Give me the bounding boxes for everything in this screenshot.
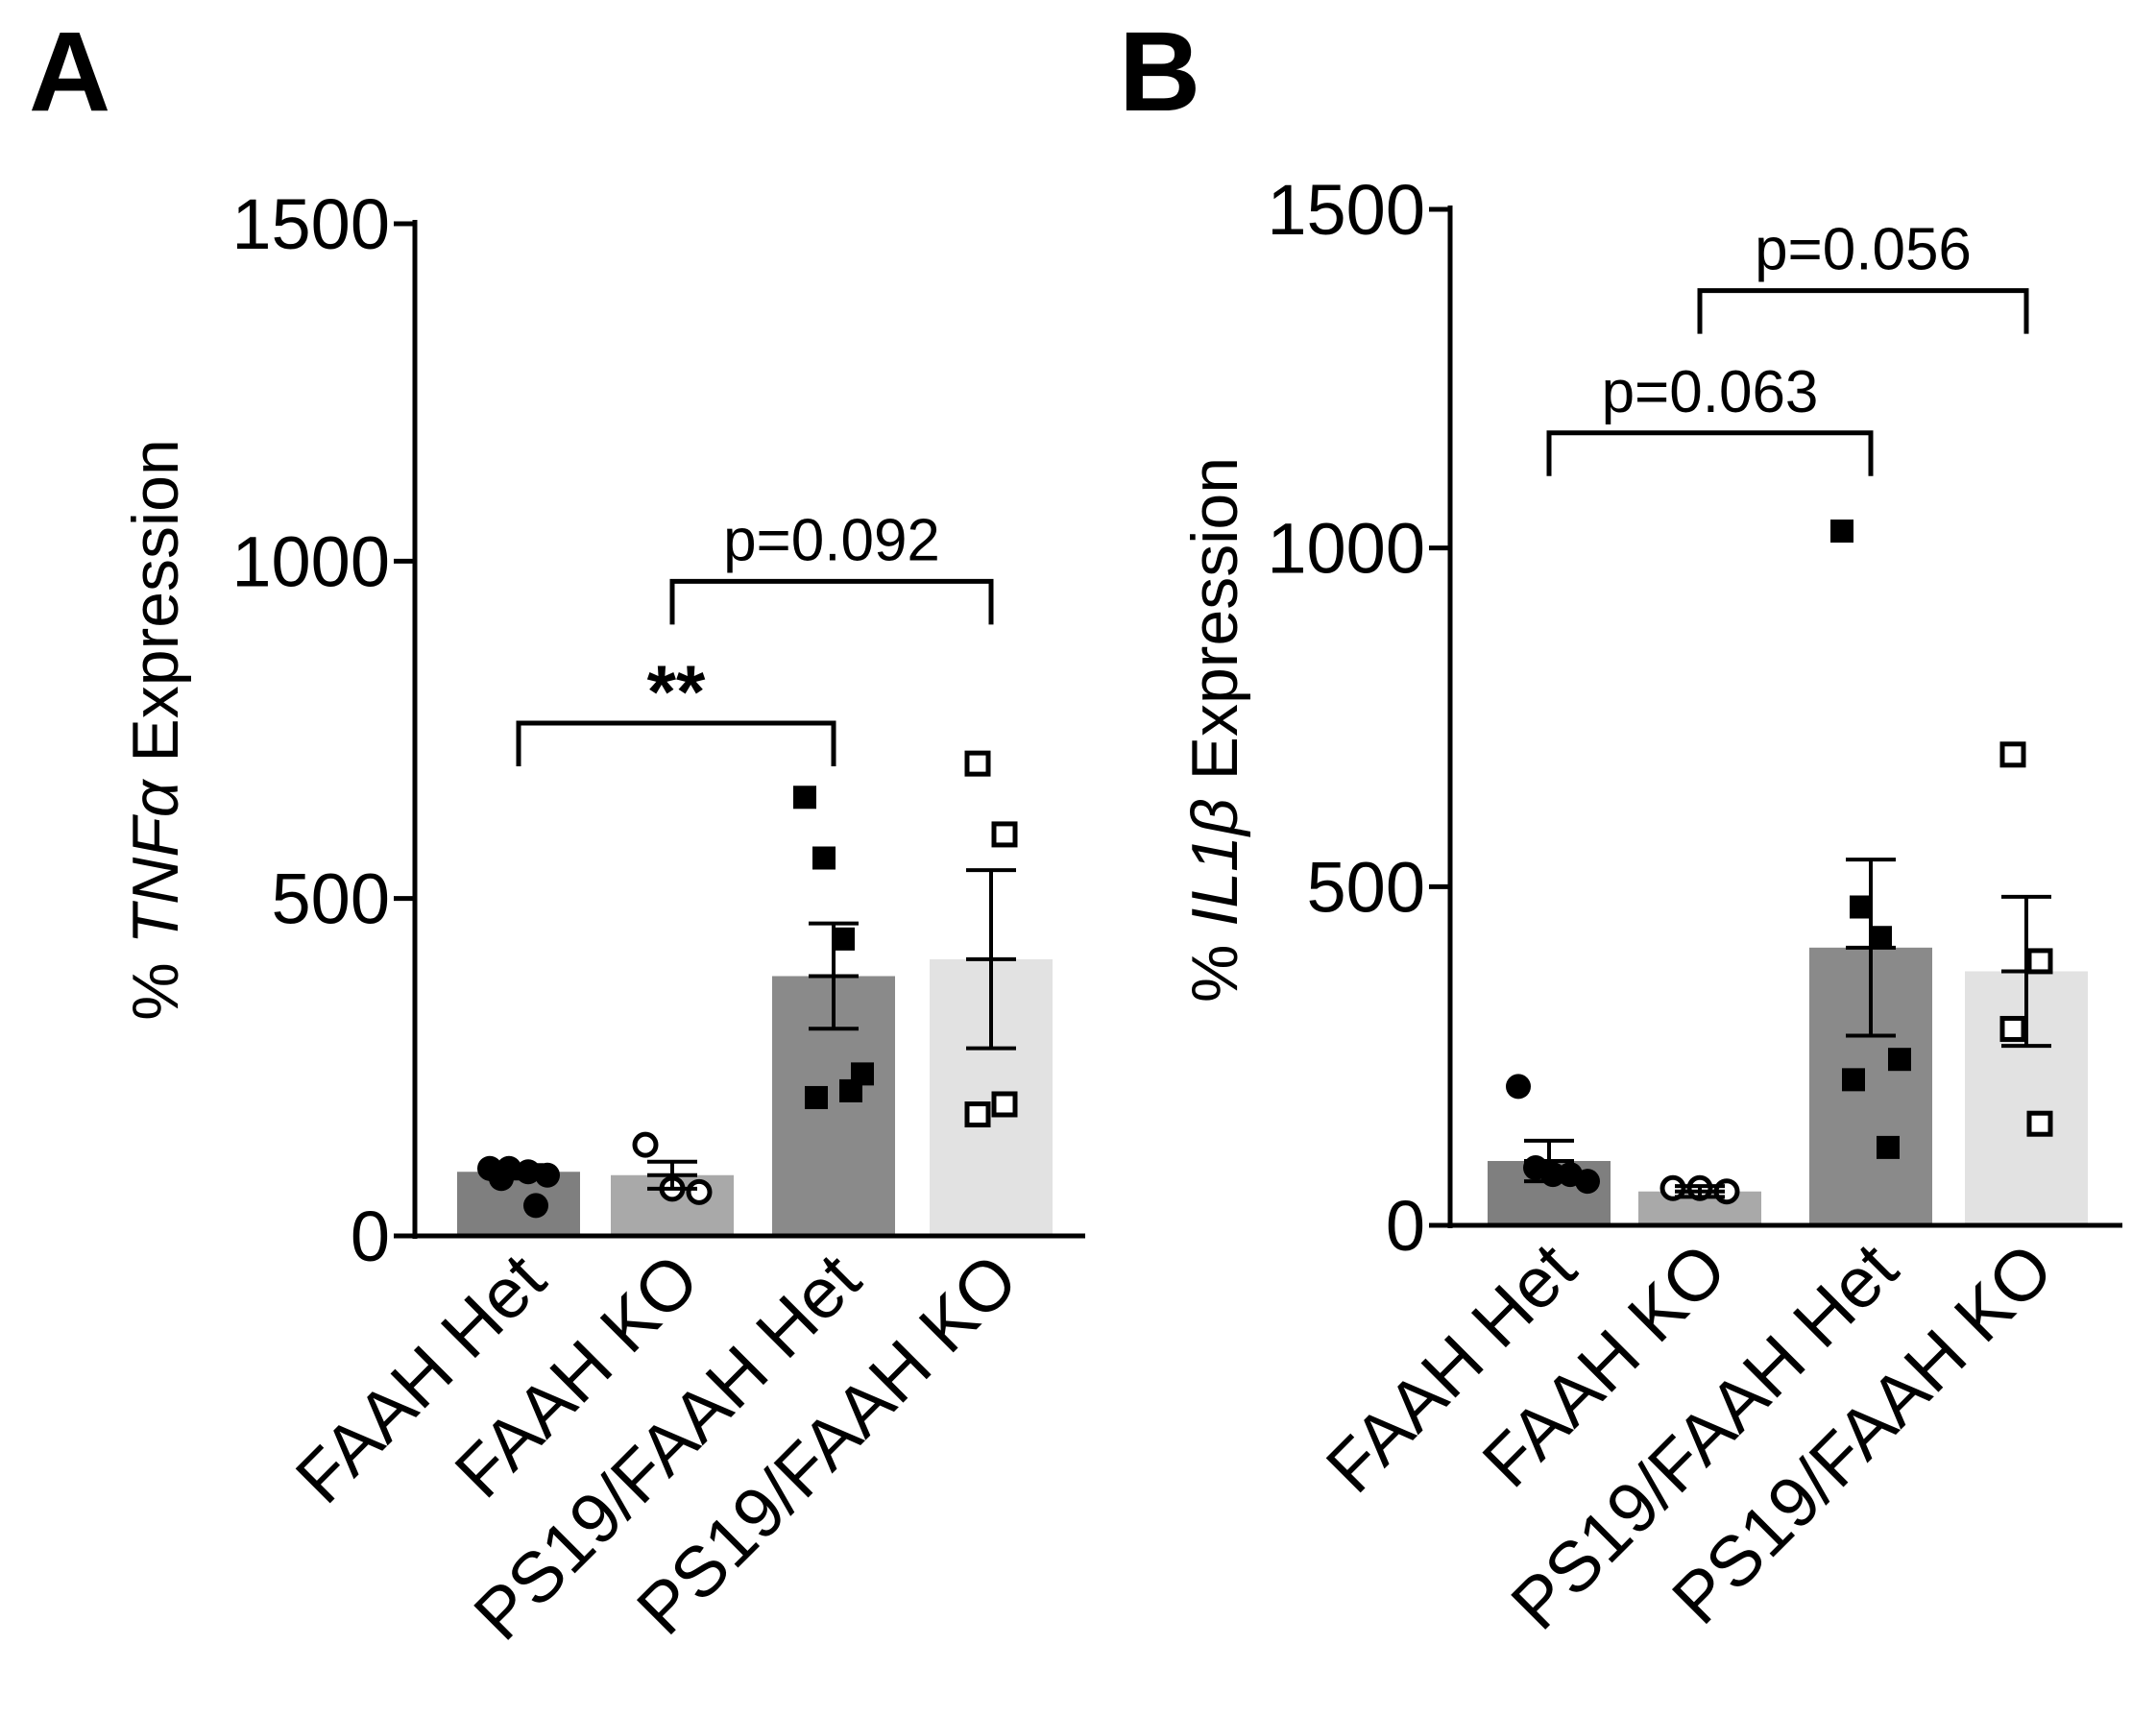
data-point (1506, 1074, 1531, 1100)
data-point (812, 846, 836, 870)
y-tick-label: 1000 (1267, 509, 1425, 589)
data-point (1999, 741, 2026, 768)
panel-b-label: B (1119, 9, 1200, 135)
data-point (1999, 1015, 2026, 1042)
y-tick-label: 1500 (231, 184, 390, 264)
y-tick-label: 0 (351, 1197, 390, 1276)
y-axis-label-gene: TNFα (119, 778, 192, 944)
y-axis-label-gene: IL1β (1178, 798, 1251, 926)
significance-label: p=0.092 (723, 507, 940, 573)
y-axis-label-prefix: % (119, 944, 192, 1020)
significance-bracket (669, 578, 994, 625)
significance-label: ** (647, 649, 706, 734)
data-point (839, 1078, 862, 1102)
y-axis-label-suffix: Expression (119, 439, 192, 780)
y-tick-label: 500 (272, 859, 390, 939)
data-point (1575, 1169, 1600, 1195)
data-point (1877, 1135, 1900, 1159)
y-axis-label: % TNFα Expression (119, 439, 192, 1021)
significance-label: p=0.056 (1755, 217, 1972, 283)
data-point (1830, 520, 1853, 544)
data-point (805, 1085, 828, 1109)
data-point (964, 750, 991, 777)
data-point (523, 1193, 548, 1219)
significance-label: p=0.063 (1602, 359, 1819, 425)
y-axis-label-suffix: Expression (1178, 457, 1251, 798)
significance-bracket (516, 720, 836, 766)
y-axis-label: % IL1β Expression (1178, 457, 1251, 1003)
data-point (1888, 1048, 1911, 1072)
y-tick-label: 0 (1386, 1186, 1425, 1266)
y-axis-label-prefix: % (1178, 927, 1251, 1003)
data-point (632, 1131, 659, 1158)
significance-bracket (1697, 288, 2029, 334)
data-point (964, 1101, 991, 1128)
data-point (686, 1178, 713, 1205)
data-point (2026, 1110, 2053, 1137)
data-point (793, 786, 816, 810)
data-point (991, 821, 1018, 848)
data-point (535, 1162, 560, 1188)
significance-bracket (1546, 430, 1874, 476)
data-point (2026, 948, 2053, 975)
data-point (991, 1091, 1018, 1118)
data-point (1842, 1068, 1865, 1092)
y-tick-label: 500 (1307, 847, 1425, 927)
panel-a-label: A (29, 9, 110, 135)
y-tick-label: 1500 (1267, 170, 1425, 250)
y-tick-label: 1000 (231, 521, 390, 601)
bar-1 (457, 1172, 580, 1236)
